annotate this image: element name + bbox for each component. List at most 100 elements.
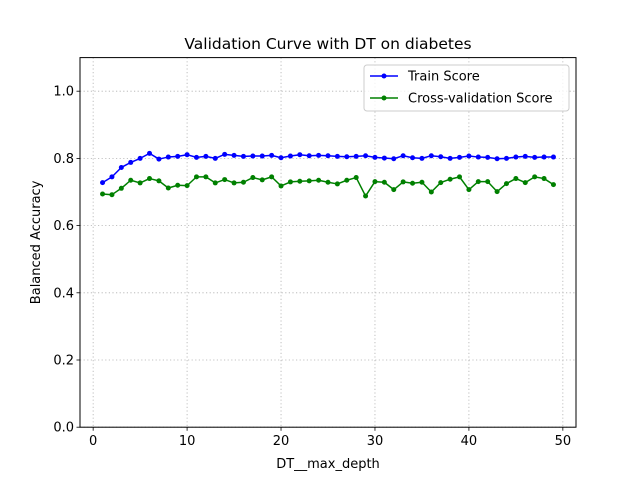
train-score-point (475, 154, 481, 160)
cv-score-point (269, 174, 275, 180)
train-score-point (325, 153, 331, 159)
cv-score-point (165, 185, 171, 191)
train-score-point (541, 154, 547, 160)
axes-frame (79, 57, 577, 428)
train-score-point (222, 151, 228, 157)
y-tick-label: 0.8 (53, 152, 74, 167)
cv-score-point (447, 176, 453, 182)
train-score-point (381, 155, 387, 161)
train-score-point (391, 156, 397, 162)
train-score-point (428, 153, 434, 159)
train-score-point (466, 153, 472, 159)
x-tick-label: 30 (367, 434, 384, 449)
train-score-point (100, 180, 106, 186)
train-score-point (372, 154, 378, 160)
train-score-point (522, 153, 528, 159)
train-score-point (550, 154, 556, 160)
cv-score-point (147, 176, 153, 182)
x-tick-label: 0 (89, 434, 97, 449)
cv-score-point (532, 174, 538, 180)
cv-score-point (513, 176, 519, 182)
cv-score-point (297, 178, 303, 184)
cv-score-point (212, 180, 218, 186)
train-score-point (109, 174, 115, 180)
cv-score-point (372, 179, 378, 185)
train-score-point (165, 154, 171, 160)
y-tick-label: 0.4 (53, 286, 74, 301)
train-score-point (147, 150, 153, 156)
chart-title: Validation Curve with DT on diabetes (184, 35, 471, 53)
cv-score-point (391, 187, 397, 193)
y-axis-label: Balanced Accuracy (29, 180, 44, 304)
cv-score-point (334, 181, 340, 187)
cv-score-point (137, 180, 143, 186)
cv-score-point (485, 179, 491, 185)
axis-ticks: 0 10 20 30 40 50 0.0 0.2 0.4 0.6 0.8 1.0 (53, 85, 571, 450)
y-tick-label: 0.6 (53, 219, 74, 234)
x-tick-label: 10 (179, 434, 196, 449)
train-score-point (137, 155, 143, 161)
cv-score-point (306, 178, 312, 184)
train-score-point (503, 155, 509, 161)
train-score-point (287, 153, 293, 159)
cv-score-point (222, 177, 228, 183)
legend-box (363, 64, 570, 112)
y-tick-label: 0.2 (53, 354, 74, 369)
cv-score-point (494, 189, 500, 195)
train-score-point (532, 154, 538, 160)
cv-score-point (240, 179, 246, 185)
cv-score-point (316, 177, 322, 183)
cv-score-point (457, 174, 463, 180)
train-score-point (363, 153, 369, 159)
legend: Train Score Cross-validation Score (363, 64, 570, 112)
train-score-point (193, 154, 199, 160)
train-score-point (297, 152, 303, 158)
x-axis-label: DT__max_depth (276, 457, 380, 472)
train-score-point (485, 154, 491, 160)
train-score-point (410, 155, 416, 161)
cv-score-point (381, 179, 387, 185)
cv-score-point (419, 179, 425, 185)
train-score-point (400, 153, 406, 159)
series-layer (100, 150, 556, 199)
train-score-point (278, 155, 284, 161)
x-tick-label: 20 (273, 434, 290, 449)
cv-score-point (128, 177, 134, 183)
cv-score-point (522, 180, 528, 186)
train-score-point (184, 152, 190, 158)
train-score-point (175, 153, 181, 159)
cv-score-point (184, 183, 190, 189)
cv-score-point (278, 183, 284, 189)
cv-score-point (438, 180, 444, 186)
cv-score-point (475, 179, 481, 185)
cv-score-point (287, 179, 293, 185)
cv-score-point (231, 180, 237, 186)
train-score-point (419, 155, 425, 161)
train-score-point (128, 159, 134, 165)
cv-score-point (363, 193, 369, 199)
cv-score-point (175, 182, 181, 188)
cv-score-point (118, 185, 124, 191)
train-score-point (212, 155, 218, 161)
cv-score-point (410, 180, 416, 186)
legend-train-marker (381, 73, 387, 79)
train-score-point (344, 154, 350, 160)
train-score-point (513, 154, 519, 160)
train-score-point (250, 153, 256, 159)
cv-score-point (503, 181, 509, 187)
legend-train-label: Train Score (407, 70, 480, 85)
cv-score-point (428, 189, 434, 195)
cv-score-point (259, 177, 265, 183)
train-score-point (316, 152, 322, 158)
cv-score-point (193, 174, 199, 180)
x-tick-label: 50 (555, 434, 572, 449)
y-tick-label: 1.0 (53, 85, 74, 100)
cv-score-point (400, 179, 406, 185)
cv-score-point (100, 191, 106, 197)
cv-score-point (109, 192, 115, 198)
cv-score-point (203, 174, 209, 180)
cv-score-point (325, 179, 331, 185)
grid-lines (80, 57, 576, 428)
